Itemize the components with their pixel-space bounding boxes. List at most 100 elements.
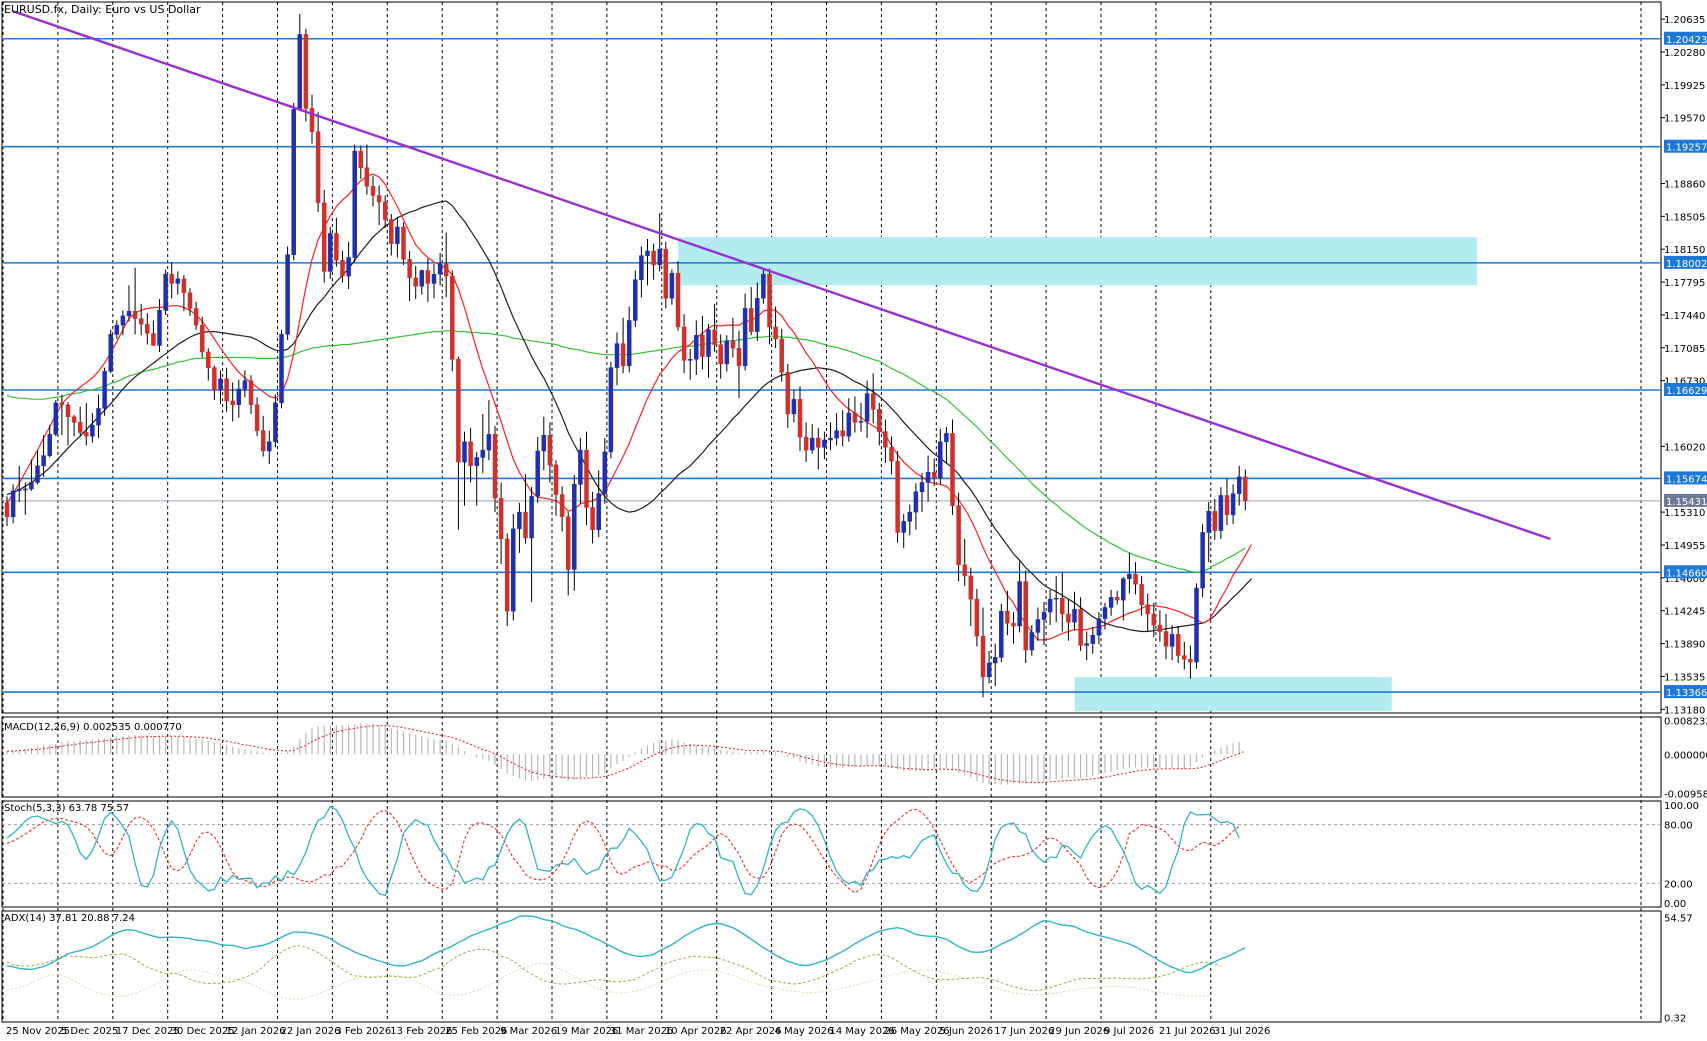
candle[interactable] [254, 397, 260, 437]
candle[interactable] [303, 28, 309, 122]
candle[interactable] [114, 320, 120, 339]
candle[interactable] [163, 269, 168, 315]
candle[interactable] [529, 487, 534, 602]
candle[interactable] [492, 426, 498, 513]
candle[interactable] [138, 303, 144, 336]
candle[interactable] [1035, 607, 1041, 641]
candle[interactable] [29, 459, 34, 491]
candle[interactable] [370, 176, 376, 207]
candle[interactable] [1224, 478, 1230, 526]
candle[interactable] [187, 288, 193, 316]
candle[interactable] [321, 189, 327, 283]
candle[interactable] [730, 317, 736, 358]
candle[interactable] [992, 643, 998, 687]
candle[interactable] [694, 320, 699, 376]
candle[interactable] [590, 491, 595, 544]
candle[interactable] [346, 241, 351, 289]
candle[interactable] [181, 275, 187, 312]
candle[interactable] [1243, 469, 1248, 511]
candle[interactable] [443, 232, 449, 298]
candle[interactable] [1072, 591, 1077, 631]
candle[interactable] [572, 475, 577, 591]
candle[interactable] [1121, 576, 1126, 621]
candle[interactable] [1127, 552, 1132, 594]
candle[interactable] [340, 251, 345, 283]
candle[interactable] [285, 246, 290, 340]
candle[interactable] [151, 320, 156, 346]
candle[interactable] [523, 474, 528, 544]
candle[interactable] [462, 431, 467, 506]
candle[interactable] [633, 270, 638, 327]
candle[interactable] [23, 482, 28, 515]
candle[interactable] [498, 482, 504, 564]
candle[interactable] [834, 413, 839, 446]
candle[interactable] [962, 538, 967, 587]
candle[interactable] [840, 410, 845, 447]
candle[interactable] [620, 317, 626, 374]
candle[interactable] [1212, 499, 1218, 540]
candle[interactable] [1078, 597, 1083, 651]
candle[interactable] [895, 451, 900, 543]
candle[interactable] [852, 396, 858, 433]
candle[interactable] [724, 335, 730, 372]
candle[interactable] [315, 112, 321, 213]
candle[interactable] [608, 362, 614, 459]
candle[interactable] [877, 402, 882, 446]
candle[interactable] [1163, 613, 1169, 660]
candle[interactable] [273, 394, 278, 448]
candle[interactable] [309, 94, 315, 144]
candle[interactable] [401, 222, 406, 265]
candle[interactable] [267, 430, 272, 464]
candle[interactable] [1047, 589, 1053, 626]
candle[interactable] [468, 427, 473, 483]
candle[interactable] [846, 398, 852, 442]
candle[interactable] [553, 460, 559, 516]
candle[interactable] [132, 267, 138, 335]
candle[interactable] [1066, 599, 1071, 641]
candle[interactable] [907, 504, 913, 536]
candle[interactable] [870, 373, 876, 424]
candle[interactable] [1108, 589, 1114, 616]
candle[interactable] [584, 431, 589, 526]
candle[interactable] [791, 389, 797, 423]
candle[interactable] [657, 213, 662, 272]
candle[interactable] [59, 394, 65, 436]
candle[interactable] [395, 217, 400, 258]
candle[interactable] [1157, 610, 1163, 642]
candle[interactable] [291, 102, 296, 261]
candle[interactable] [1060, 572, 1065, 632]
candle[interactable] [230, 382, 235, 422]
candle[interactable] [578, 438, 583, 504]
candle[interactable] [456, 356, 461, 530]
candle[interactable] [950, 419, 955, 515]
candle[interactable] [248, 375, 254, 414]
candle[interactable] [755, 282, 760, 341]
candle[interactable] [157, 299, 162, 352]
candle[interactable] [77, 406, 83, 436]
candle[interactable] [1017, 561, 1022, 633]
candle[interactable] [199, 316, 205, 358]
candle[interactable] [1169, 625, 1175, 661]
candle[interactable] [1218, 487, 1224, 539]
candle[interactable] [431, 263, 437, 299]
candle[interactable] [822, 431, 827, 460]
candle[interactable] [816, 427, 821, 470]
candle[interactable] [504, 533, 510, 626]
candle[interactable] [260, 415, 266, 457]
candle[interactable] [169, 262, 174, 299]
candle[interactable] [767, 268, 772, 345]
candle[interactable] [681, 313, 687, 374]
candle[interactable] [1090, 626, 1096, 654]
candle[interactable] [883, 419, 888, 464]
candle[interactable] [1194, 583, 1199, 669]
candle[interactable] [1053, 575, 1059, 623]
candle[interactable] [4, 496, 10, 526]
candle[interactable] [108, 329, 113, 374]
candle[interactable] [931, 458, 937, 487]
candle[interactable] [547, 422, 553, 483]
candle[interactable] [864, 380, 870, 439]
candle[interactable] [1200, 524, 1205, 598]
candle[interactable] [938, 428, 943, 485]
